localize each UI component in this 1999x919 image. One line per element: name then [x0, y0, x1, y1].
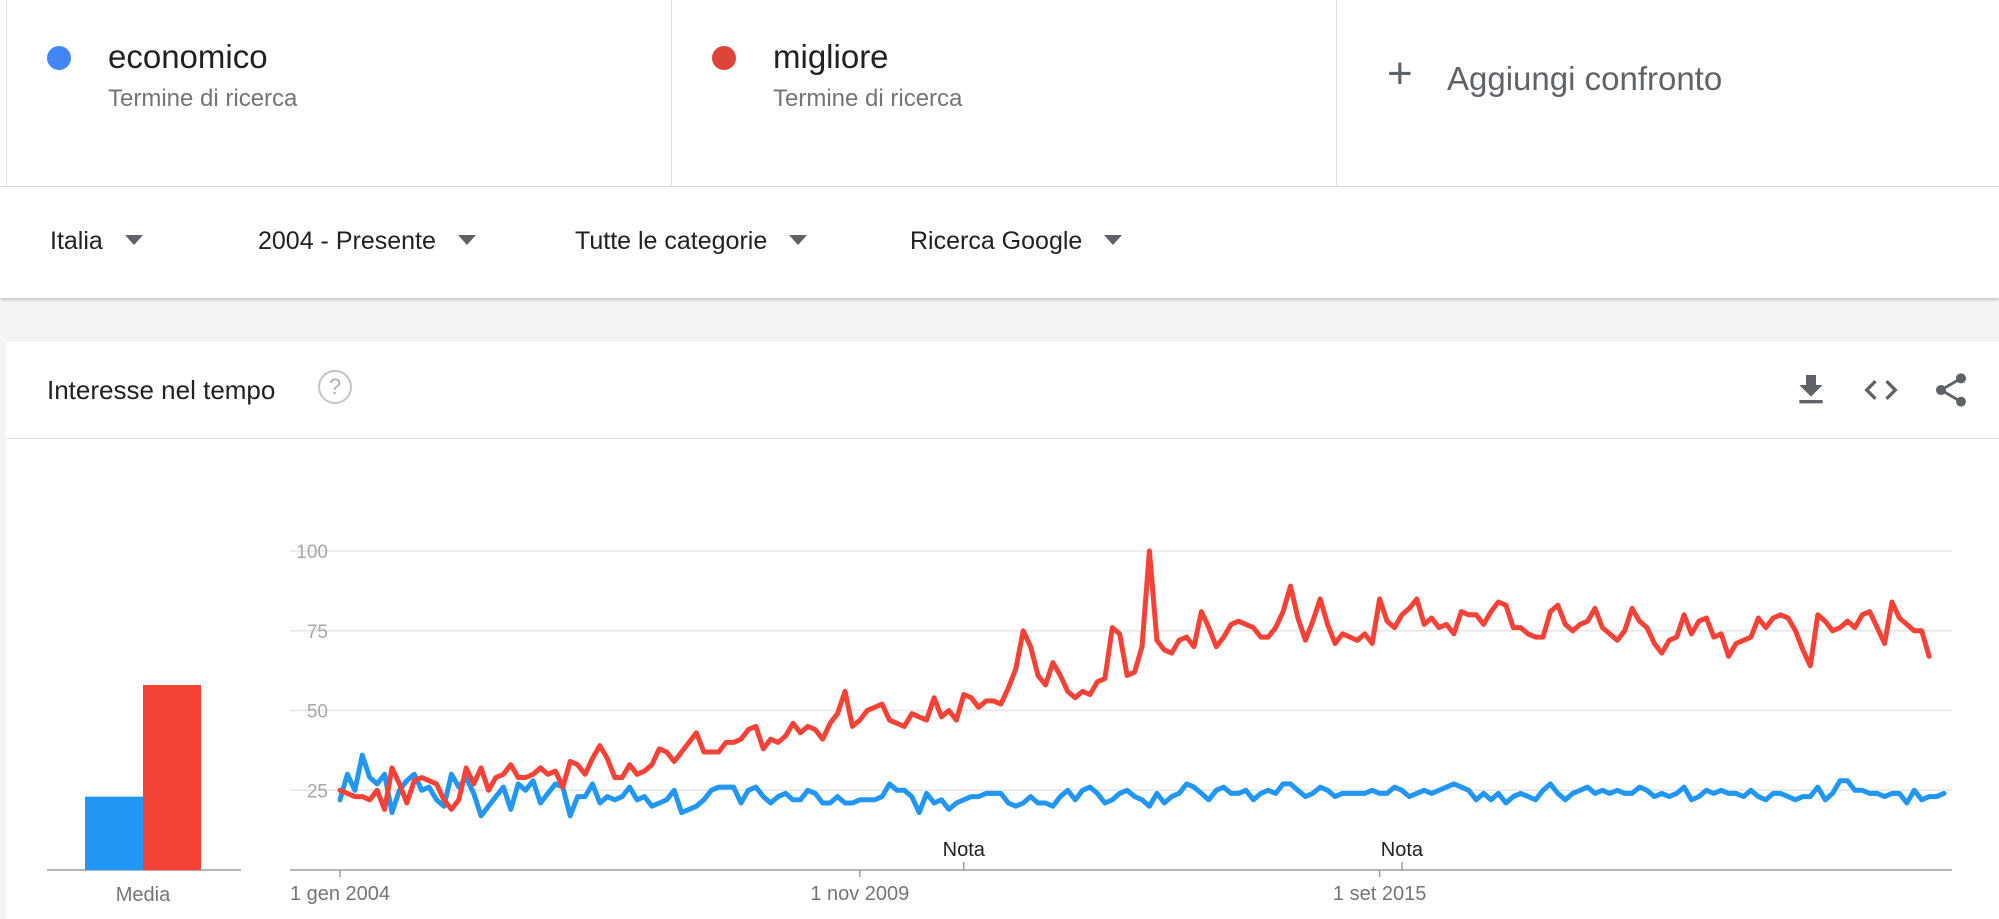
- filter-bar: Italia 2004 - Presente Tutte le categori…: [0, 187, 1999, 298]
- y-tick-label: 75: [307, 622, 328, 643]
- average-bar-1: [143, 684, 201, 870]
- property-dropdown[interactable]: Ricerca Google: [910, 227, 1123, 256]
- chart-series: [337, 548, 1947, 819]
- card-title: Interesse nel tempo: [47, 375, 276, 405]
- property-value: Ricerca Google: [910, 227, 1083, 255]
- share-icon[interactable]: [1931, 370, 1971, 410]
- card-header: Interesse nel tempo ?: [6, 342, 1999, 439]
- caret-down-icon: [457, 235, 476, 246]
- y-tick-label: 25: [307, 781, 328, 802]
- term-name-1: migliore: [773, 38, 889, 75]
- category-dropdown[interactable]: Tutte le categorie: [575, 227, 808, 256]
- series-line-0: [337, 752, 1947, 819]
- y-tick-label: 50: [307, 702, 328, 723]
- period-value: 2004 - Presente: [258, 227, 436, 255]
- x-tick-label: 1 set 2015: [1333, 883, 1426, 905]
- average-label: Media: [116, 884, 171, 906]
- y-tick-label: 100: [296, 542, 328, 563]
- average-bar-0: [85, 796, 143, 870]
- x-tick-label: 1 nov 2009: [810, 883, 909, 905]
- add-comparison-button[interactable]: + Aggiungi confronto: [1336, 0, 1999, 186]
- chart-axes: 25 50 75 100 1 gen 2004 1 nov 2009 1 set 2015 N…: [290, 542, 1952, 905]
- region-dropdown[interactable]: Italia: [50, 227, 143, 256]
- compare-bar: economico Termine di ricerca migliore Te…: [0, 0, 1999, 187]
- download-icon[interactable]: [1791, 370, 1831, 410]
- term-name-0: economico: [108, 38, 268, 75]
- add-comparison-label: Aggiungi confronto: [1447, 60, 1723, 97]
- term-card-0[interactable]: economico Termine di ricerca: [6, 0, 671, 186]
- interest-over-time-card: Interesse nel tempo ? Media 25 50 75 100 1 g…: [6, 342, 1999, 919]
- term-subtitle-0: Termine di ricerca: [108, 85, 298, 112]
- interest-chart: Media 25 50 75 100 1 gen 2004 1 nov 2009 1 set…: [47, 542, 1952, 906]
- note-label: Nota: [1381, 839, 1424, 861]
- help-icon[interactable]: ?: [318, 370, 352, 404]
- term-color-dot-0: [47, 46, 71, 70]
- term-color-dot-1: [712, 46, 736, 70]
- embed-icon[interactable]: [1861, 370, 1901, 410]
- period-dropdown[interactable]: 2004 - Presente: [258, 227, 476, 256]
- term-subtitle-1: Termine di ricerca: [773, 85, 963, 112]
- series-line-1: [337, 548, 1932, 812]
- region-value: Italia: [50, 227, 103, 255]
- caret-down-icon: [1104, 235, 1123, 246]
- chart-gridlines: [290, 550, 1952, 791]
- plus-icon: +: [1387, 49, 1413, 98]
- note-label: Nota: [943, 839, 986, 861]
- caret-down-icon: [124, 235, 143, 246]
- average-bars: Media: [47, 684, 241, 906]
- caret-down-icon: [789, 235, 808, 246]
- category-value: Tutte le categorie: [575, 227, 768, 255]
- term-card-1[interactable]: migliore Termine di ricerca: [671, 0, 1336, 186]
- x-tick-label: 1 gen 2004: [290, 883, 390, 905]
